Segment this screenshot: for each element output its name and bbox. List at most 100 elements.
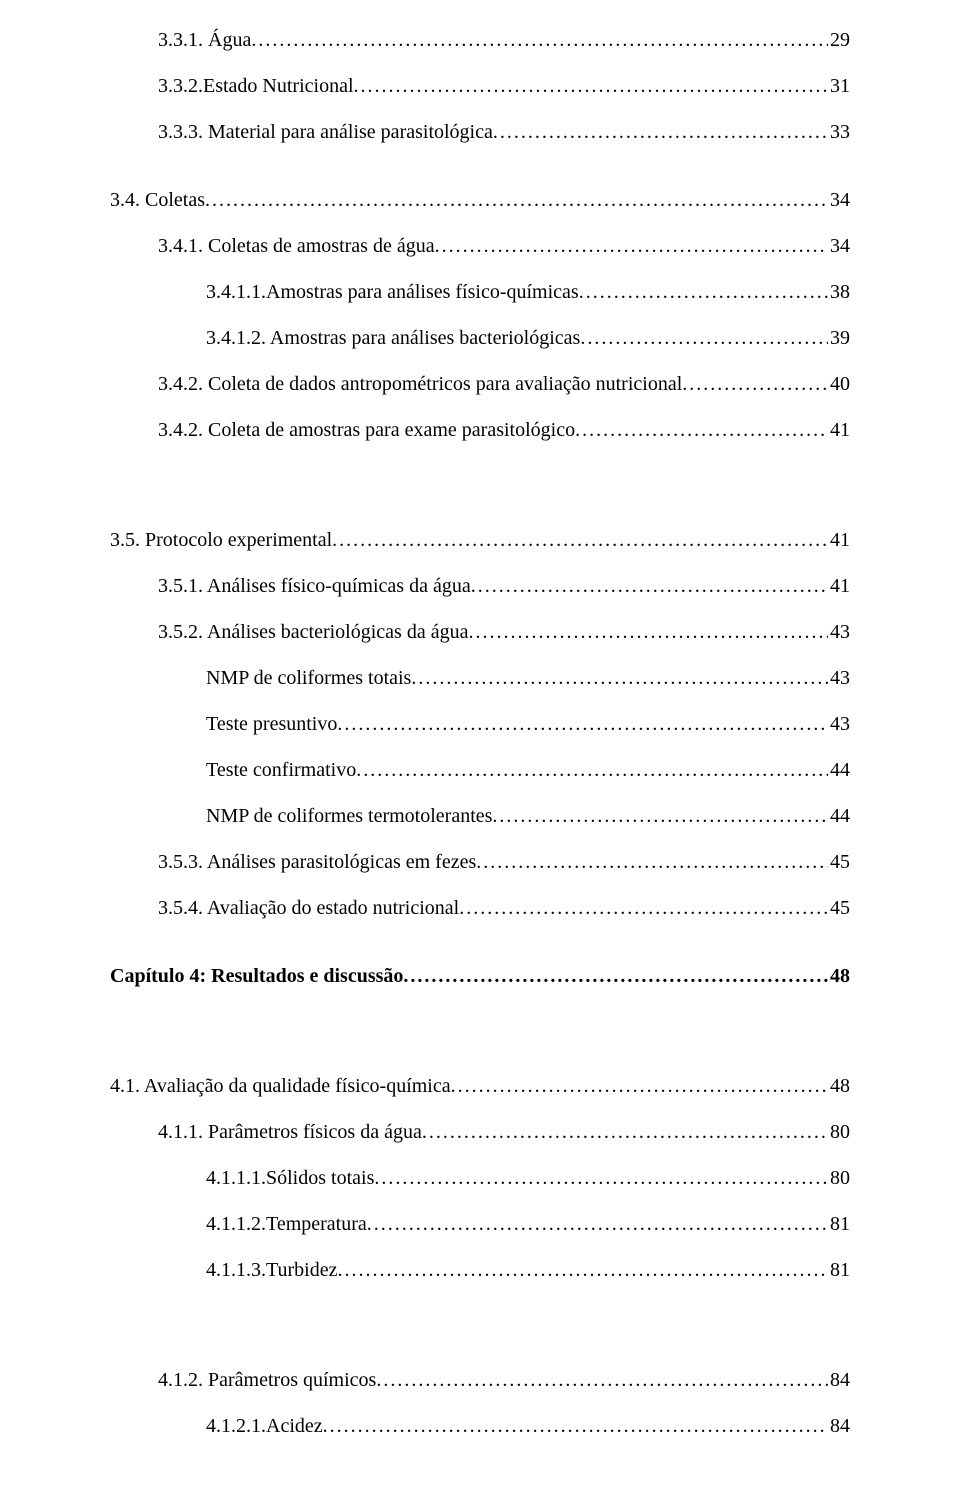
- toc-leader: [411, 666, 828, 690]
- toc-leader: [403, 964, 828, 988]
- toc-entry: 3.4.1. Coletas de amostras de água 34: [110, 234, 850, 258]
- toc-label: 4.1.2.1.Acidez: [206, 1414, 323, 1438]
- toc-label: 3.4.1.1.Amostras para análises físico-qu…: [206, 280, 579, 304]
- toc-entry: 4.1.1. Parâmetros físicos da água 80: [110, 1120, 850, 1144]
- spacer: [110, 464, 850, 528]
- toc-leader: [251, 28, 828, 52]
- toc-entry: 3.5.4. Avaliação do estado nutricional 4…: [110, 896, 850, 920]
- spacer: [110, 166, 850, 188]
- toc-leader: [374, 1166, 828, 1190]
- toc-entry: NMP de coliformes termotolerantes44: [110, 804, 850, 828]
- toc-entry: Capítulo 4: Resultados e discussão48: [110, 964, 850, 988]
- toc-page-number: 81: [828, 1212, 850, 1236]
- toc-leader: [682, 372, 828, 396]
- toc-page-number: 41: [828, 574, 850, 598]
- toc-entry: 3.4.1.1.Amostras para análises físico-qu…: [110, 280, 850, 304]
- toc-page-number: 80: [828, 1166, 850, 1190]
- toc-label: 4.1.1.2.Temperatura: [206, 1212, 367, 1236]
- toc-label: 4.1.1.3.Turbidez: [206, 1258, 337, 1282]
- toc-entry: NMP de coliformes totais 43: [110, 666, 850, 690]
- toc-page-number: 48: [828, 964, 850, 988]
- toc-entry: 4.1.1.3.Turbidez 81: [110, 1258, 850, 1282]
- toc-page-number: 48: [828, 1074, 850, 1098]
- toc-leader: [579, 280, 828, 304]
- toc-page-number: 45: [828, 850, 850, 874]
- toc-label: 3.4.2. Coleta de amostras para exame par…: [158, 418, 575, 442]
- toc-label: 3.3.3. Material para análise parasitológ…: [158, 120, 493, 144]
- toc-page-number: 84: [828, 1368, 850, 1392]
- toc-page-number: 41: [828, 528, 850, 552]
- toc-label: 3.4.1.2. Amostras para análises bacterio…: [206, 326, 580, 350]
- toc-leader: [492, 804, 828, 828]
- toc-entry: 3.5.3. Análises parasitológicas em fezes…: [110, 850, 850, 874]
- toc-label: 3.4. Coletas: [110, 188, 205, 212]
- toc-page-number: 43: [828, 666, 850, 690]
- toc-entry: 3.5.2. Análises bacteriológicas da água 4…: [110, 620, 850, 644]
- toc-label: 3.5.3. Análises parasitológicas em fezes: [158, 850, 476, 874]
- toc-leader: [337, 712, 828, 736]
- toc-leader: [422, 1120, 828, 1144]
- spacer: [110, 942, 850, 964]
- toc-leader: [356, 758, 828, 782]
- toc-page-number: 33: [828, 120, 850, 144]
- toc-entry: Teste confirmativo44: [110, 758, 850, 782]
- toc-page-number: 29: [828, 28, 850, 52]
- toc-label: NMP de coliformes totais: [206, 666, 411, 690]
- toc-page-number: 41: [828, 418, 850, 442]
- toc-page-number: 45: [828, 896, 850, 920]
- toc-page-number: 31: [828, 74, 850, 98]
- toc-page-number: 38: [828, 280, 850, 304]
- toc-entry: 4.1.1.2.Temperatura 81: [110, 1212, 850, 1236]
- toc-entry: 3.5.1. Análises físico-químicas da água 4…: [110, 574, 850, 598]
- toc-leader: [580, 326, 828, 350]
- toc-leader: [354, 74, 828, 98]
- toc-entry: 3.4. Coletas 34: [110, 188, 850, 212]
- toc-entry: 3.3.3. Material para análise parasitológ…: [110, 120, 850, 144]
- toc-entry: 3.4.1.2. Amostras para análises bacterio…: [110, 326, 850, 350]
- toc-leader: [337, 1258, 828, 1282]
- toc-page-number: 34: [828, 188, 850, 212]
- toc-entry: 3.3.1. Água 29: [110, 28, 850, 52]
- toc-page-number: 43: [828, 620, 850, 644]
- toc-label: 3.5. Protocolo experimental: [110, 528, 332, 552]
- toc-leader: [575, 418, 828, 442]
- spacer: [110, 1304, 850, 1368]
- toc-page-number: 39: [828, 326, 850, 350]
- toc-leader: [323, 1414, 828, 1438]
- toc-label: 3.5.4. Avaliação do estado nutricional: [158, 896, 459, 920]
- toc-label: 3.4.1. Coletas de amostras de água: [158, 234, 435, 258]
- toc-leader: [493, 120, 828, 144]
- table-of-contents: 3.3.1. Água293.3.2.Estado Nutricional313…: [110, 28, 850, 1438]
- toc-label: Teste presuntivo: [206, 712, 337, 736]
- toc-leader: [459, 896, 828, 920]
- toc-label: NMP de coliformes termotolerantes: [206, 804, 492, 828]
- toc-label: 4.1. Avaliação da qualidade físico-quími…: [110, 1074, 451, 1098]
- toc-label: 4.1.1.1.Sólidos totais: [206, 1166, 374, 1190]
- toc-entry: 3.5. Protocolo experimental 41: [110, 528, 850, 552]
- toc-entry: 4.1.1.1.Sólidos totais 80: [110, 1166, 850, 1190]
- spacer: [110, 1010, 850, 1074]
- toc-page-number: 80: [828, 1120, 850, 1144]
- toc-leader: [468, 620, 828, 644]
- toc-leader: [205, 188, 828, 212]
- toc-label: 3.5.2. Análises bacteriológicas da água: [158, 620, 468, 644]
- toc-label: 4.1.2. Parâmetros químicos: [158, 1368, 376, 1392]
- toc-page-number: 81: [828, 1258, 850, 1282]
- toc-page-number: 43: [828, 712, 850, 736]
- toc-leader: [435, 234, 828, 258]
- toc-leader: [471, 574, 828, 598]
- toc-label: 4.1.1. Parâmetros físicos da água: [158, 1120, 422, 1144]
- toc-page-number: 44: [828, 758, 850, 782]
- toc-entry: 4.1.2.1.Acidez84: [110, 1414, 850, 1438]
- toc-leader: [451, 1074, 828, 1098]
- toc-entry: 3.4.2. Coleta de amostras para exame par…: [110, 418, 850, 442]
- toc-label: 3.3.1. Água: [158, 28, 251, 52]
- toc-page-number: 34: [828, 234, 850, 258]
- toc-entry: 4.1. Avaliação da qualidade físico-quími…: [110, 1074, 850, 1098]
- toc-entry: 4.1.2. Parâmetros químicos 84: [110, 1368, 850, 1392]
- toc-leader: [332, 528, 828, 552]
- toc-entry: 3.3.2.Estado Nutricional31: [110, 74, 850, 98]
- toc-entry: Teste presuntivo 43: [110, 712, 850, 736]
- toc-label: 3.5.1. Análises físico-químicas da água: [158, 574, 471, 598]
- toc-leader: [476, 850, 828, 874]
